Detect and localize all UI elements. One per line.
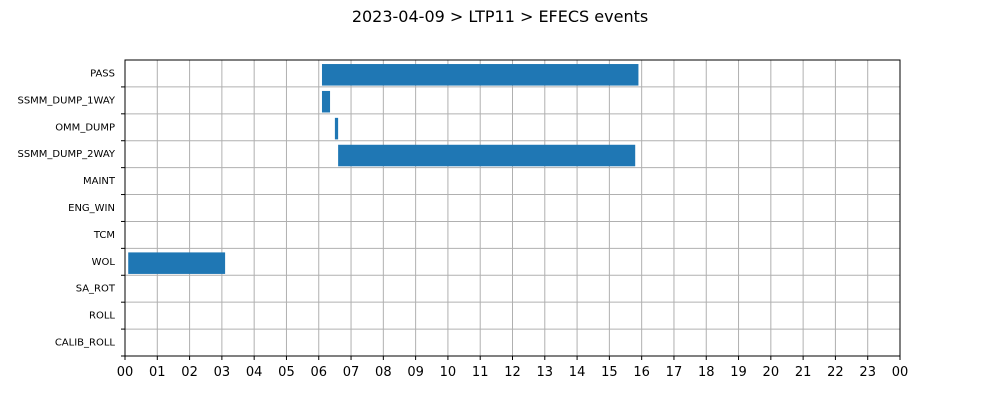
x-tick-label: 06 xyxy=(310,365,327,380)
x-tick-label: 00 xyxy=(892,365,909,380)
x-tick-label: 05 xyxy=(278,365,295,380)
chart-title: 2023-04-09 > LTP11 > EFECS events xyxy=(352,7,648,26)
y-tick-label: WOL xyxy=(92,257,116,268)
y-tick-label: SSMM_DUMP_1WAY xyxy=(17,95,115,106)
event-bar xyxy=(128,252,226,274)
event-bar xyxy=(334,117,339,140)
y-tick-label: ROLL xyxy=(89,311,115,322)
x-tick-label: 18 xyxy=(698,365,715,380)
x-tick-label: 01 xyxy=(149,365,166,380)
x-axis-ticks: 00 01 02 03 04 05 06 07 08 09 10 11 12 13 14 15 16 17 18 19… xyxy=(117,356,909,380)
x-tick-label: 23 xyxy=(859,365,876,380)
x-tick-label: 04 xyxy=(246,365,263,380)
event-bars xyxy=(128,64,639,274)
x-tick-label: 03 xyxy=(214,365,231,380)
x-tick-label: 20 xyxy=(763,365,780,380)
event-bar xyxy=(338,144,636,167)
x-tick-label: 11 xyxy=(472,365,489,380)
y-tick-label: MAINT xyxy=(83,176,116,187)
x-tick-label: 10 xyxy=(440,365,457,380)
y-tick-label: TCM xyxy=(93,230,115,241)
y-tick-label: SA_ROT xyxy=(76,284,116,295)
event-bar xyxy=(321,90,331,113)
event-bar xyxy=(321,64,639,86)
grid xyxy=(124,60,901,357)
x-tick-label: 19 xyxy=(730,365,747,380)
x-tick-label: 08 xyxy=(375,365,392,380)
y-tick-label: PASS xyxy=(90,68,115,79)
plot-frame xyxy=(124,59,901,357)
x-tick-label: 15 xyxy=(601,365,618,380)
x-tick-label: 22 xyxy=(827,365,844,380)
x-tick-label: 00 xyxy=(117,365,134,380)
x-tick-label: 09 xyxy=(407,365,424,380)
y-tick-label: SSMM_DUMP_2WAY xyxy=(17,149,115,160)
y-tick-label: OMM_DUMP xyxy=(55,122,115,133)
x-tick-label: 12 xyxy=(504,365,521,380)
x-tick-label: 07 xyxy=(343,365,360,380)
y-tick-label: ENG_WIN xyxy=(68,203,115,214)
x-tick-label: 16 xyxy=(633,365,650,380)
x-tick-label: 17 xyxy=(666,365,683,380)
x-tick-label: 13 xyxy=(537,365,554,380)
y-tick-label: CALIB_ROLL xyxy=(55,338,116,349)
x-tick-label: 14 xyxy=(569,365,586,380)
y-axis-ticks: PASS SSMM_DUMP_1WAY OMM_DUMP SSMM_DUMP_2WAY… xyxy=(17,68,125,357)
x-tick-label: 02 xyxy=(181,365,198,380)
x-tick-label: 21 xyxy=(795,365,812,380)
